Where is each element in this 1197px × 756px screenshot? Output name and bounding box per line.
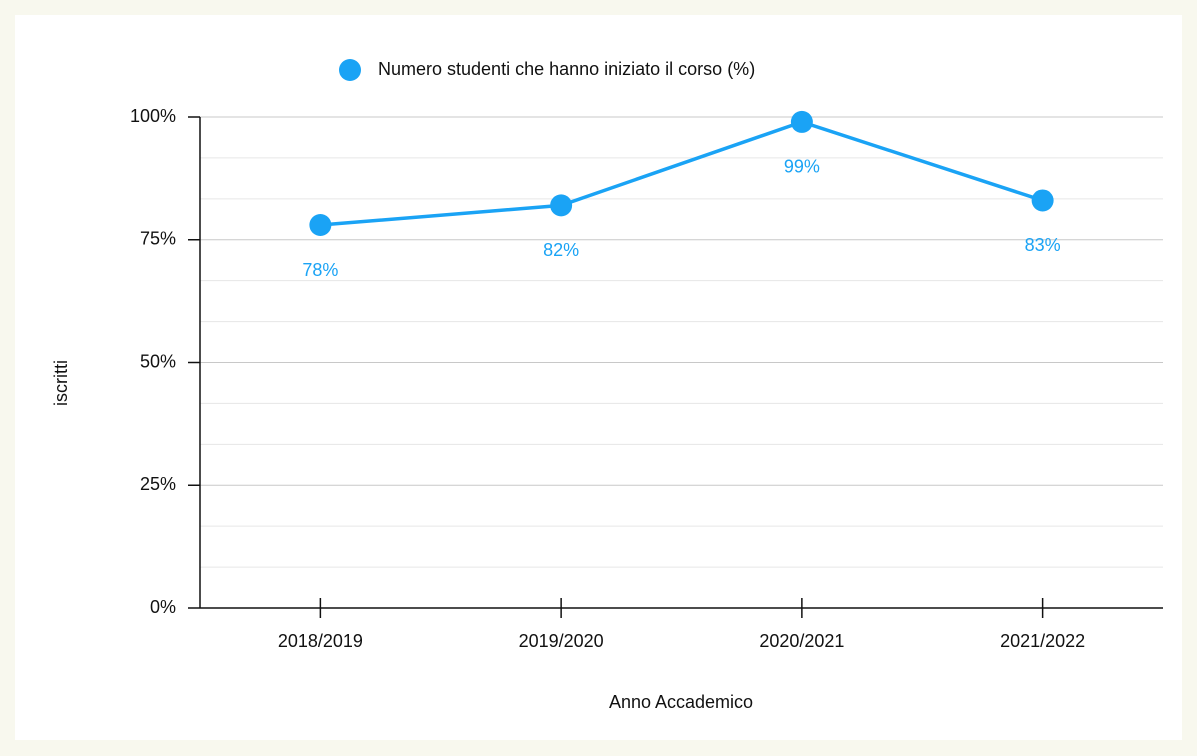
x-tick-label: 2021/2022 [1000,631,1085,651]
data-point [1031,189,1054,212]
y-tick-label: 0% [150,597,176,617]
y-tick-label: 25% [140,474,176,494]
x-tick-label: 2018/2019 [278,631,363,651]
x-tick-label: 2020/2021 [759,631,844,651]
y-axis-label: iscritti [51,360,71,406]
y-tick-label: 75% [140,229,176,249]
data-point [309,214,332,237]
legend-label: Numero studenti che hanno iniziato il co… [378,59,755,79]
panel [15,15,1182,740]
x-axis-label: Anno Accademico [609,692,753,712]
data-label: 99% [784,157,820,177]
data-point [550,194,573,217]
data-label: 78% [302,260,338,280]
data-label: 82% [543,240,579,260]
y-tick-label: 100% [130,106,176,126]
data-point [790,110,813,133]
data-label: 83% [1025,235,1061,255]
legend-marker [339,59,361,81]
x-tick-label: 2019/2020 [519,631,604,651]
y-tick-label: 50% [140,351,176,371]
series-line [320,120,1044,227]
